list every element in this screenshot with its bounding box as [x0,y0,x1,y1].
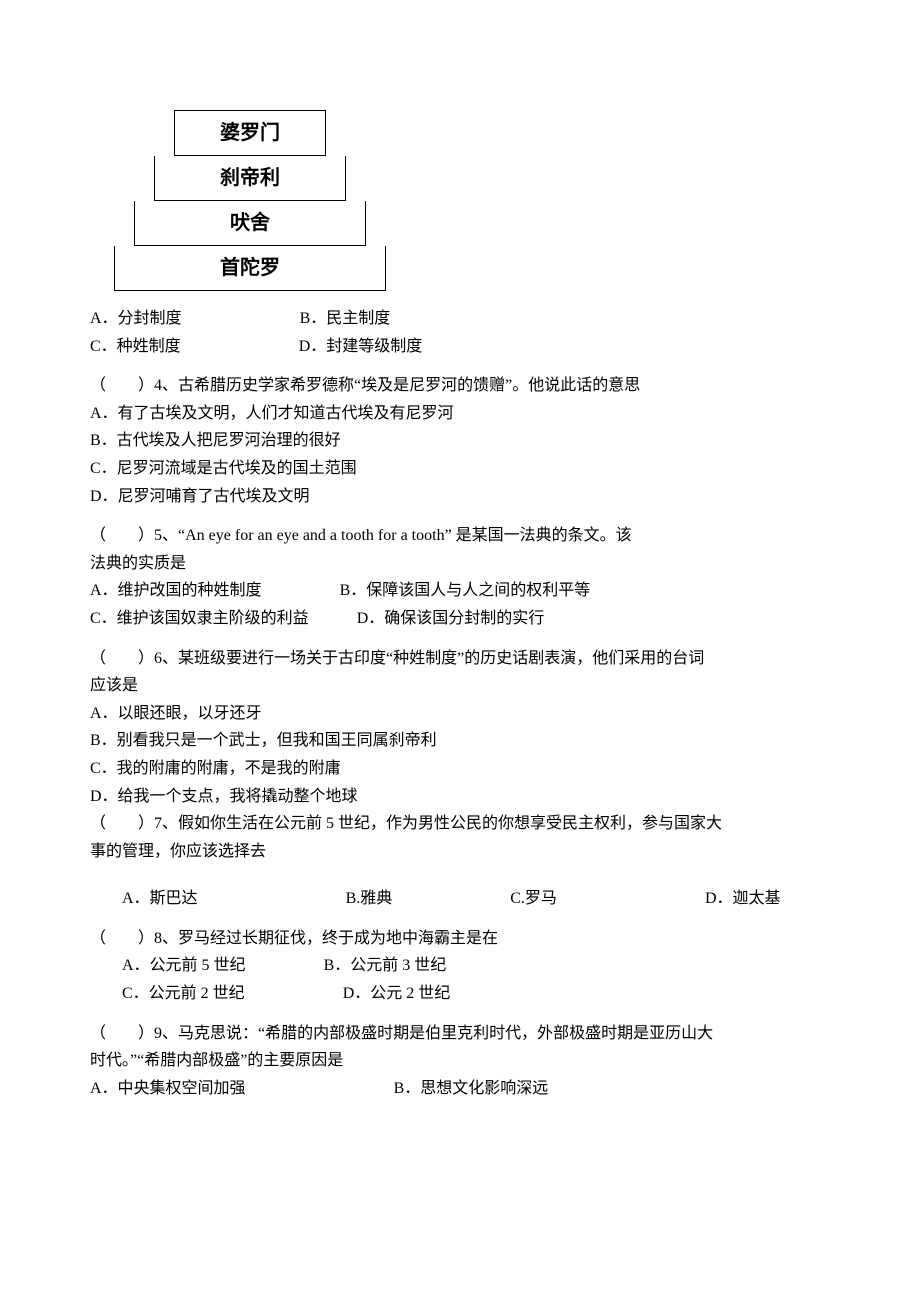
q3-opt-b: B．民主制度 [300,306,391,332]
q3-opt-a: A．分封制度 [90,306,182,332]
q7: （ ）7、假如你生活在公元前 5 世纪，作为男性公民的你想享受民主权利，参与国家… [90,811,830,912]
q7-stem-1: （ ）7、假如你生活在公元前 5 世纪，作为男性公民的你想享受民主权利，参与国家… [90,811,830,837]
q4-stem: （ ）4、古希腊历史学家希罗德称“埃及是尼罗河的馈赠”。他说此话的意思 [90,373,830,399]
q8: （ ）8、罗马经过长期征伐，终于成为地中海霸主是在 A．公元前 5 世纪 B．公… [90,926,830,1007]
pyramid-level-1: 婆罗门 [174,110,326,156]
q9: （ ）9、马克思说：“希腊的内部极盛时期是伯里克利时代，外部极盛时期是亚历山大 … [90,1021,830,1102]
q8-opt-d: D．公元 2 世纪 [343,981,451,1007]
q4-opt-a: A．有了古埃及文明，人们才知道古代埃及有尼罗河 [90,401,830,427]
q7-opts: A．斯巴达 B.雅典 C.罗马 D．迦太基 [90,886,830,912]
q8-opt-b: B．公元前 3 世纪 [324,953,447,979]
q4-opt-c: C．尼罗河流域是古代埃及的国土范围 [90,456,830,482]
q5: （ ）5、“An eye for an eye and a tooth for … [90,523,830,631]
q7-opt-b: B.雅典 [346,886,393,912]
q7-opt-d: D．迦太基 [705,886,781,912]
q5-stem-1: （ ）5、“An eye for an eye and a tooth for … [90,523,830,549]
q9-opt-a: A．中央集权空间加强 [90,1076,246,1102]
q8-opt-c: C．公元前 2 世纪 [122,981,245,1007]
q5-stem-2: 法典的实质是 [90,551,830,577]
q7-opt-c: C.罗马 [510,886,557,912]
q4: （ ）4、古希腊历史学家希罗德称“埃及是尼罗河的馈赠”。他说此话的意思 A．有了… [90,373,830,509]
q3-row2: C．种姓制度 D．封建等级制度 [90,334,830,360]
q5-row1: A．维护改国的种姓制度 B．保障该国人与人之间的权利平等 [90,578,830,604]
caste-pyramid: 婆罗门 刹帝利 吠舍 首陀罗 [110,110,390,291]
q6-stem-2: 应该是 [90,673,830,699]
q8-stem: （ ）8、罗马经过长期征伐，终于成为地中海霸主是在 [90,926,830,952]
q6-opt-c: C．我的附庸的附庸，不是我的附庸 [90,756,830,782]
q3-opt-c: C．种姓制度 [90,334,181,360]
pyramid-level-2: 刹帝利 [154,156,346,201]
q9-stem-2: 时代。”“希腊内部极盛”的主要原因是 [90,1048,830,1074]
q8-row2: C．公元前 2 世纪 D．公元 2 世纪 [90,981,830,1007]
q5-opt-d: D．确保该国分封制的实行 [357,606,545,632]
q4-opt-b: B．古代埃及人把尼罗河治理的很好 [90,428,830,454]
q6-opt-d: D．给我一个支点，我将撬动整个地球 [90,784,830,810]
q8-opt-a: A．公元前 5 世纪 [122,953,246,979]
q5-opt-c: C．维护该国奴隶主阶级的利益 [90,606,309,632]
q4-opt-d: D．尼罗河哺育了古代埃及文明 [90,484,830,510]
pyramid-level-4: 首陀罗 [114,246,386,291]
q6: （ ）6、某班级要进行一场关于古印度“种姓制度”的历史话剧表演，他们采用的台词 … [90,646,830,810]
q7-stem-2: 事的管理，你应该选择去 [90,839,830,865]
page: 婆罗门 刹帝利 吠舍 首陀罗 A．分封制度 B．民主制度 C．种姓制度 D．封建… [0,0,920,1163]
q9-opt-b: B．思想文化影响深远 [394,1076,549,1102]
q9-stem-1: （ ）9、马克思说：“希腊的内部极盛时期是伯里克利时代，外部极盛时期是亚历山大 [90,1021,830,1047]
q3-row1: A．分封制度 B．民主制度 [90,306,830,332]
q5-opt-a: A．维护改国的种姓制度 [90,578,262,604]
q7-opt-a: A．斯巴达 [122,886,198,912]
q6-stem-1: （ ）6、某班级要进行一场关于古印度“种姓制度”的历史话剧表演，他们采用的台词 [90,646,830,672]
q8-row1: A．公元前 5 世纪 B．公元前 3 世纪 [90,953,830,979]
pyramid-level-3: 吠舍 [134,201,366,246]
q9-row1: A．中央集权空间加强 B．思想文化影响深远 [90,1076,830,1102]
q3-opt-d: D．封建等级制度 [299,334,423,360]
q6-opt-b: B．别看我只是一个武士，但我和国王同属刹帝利 [90,728,830,754]
q5-opt-b: B．保障该国人与人之间的权利平等 [340,578,591,604]
q6-opt-a: A．以眼还眼，以牙还牙 [90,701,830,727]
q5-row2: C．维护该国奴隶主阶级的利益 D．确保该国分封制的实行 [90,606,830,632]
